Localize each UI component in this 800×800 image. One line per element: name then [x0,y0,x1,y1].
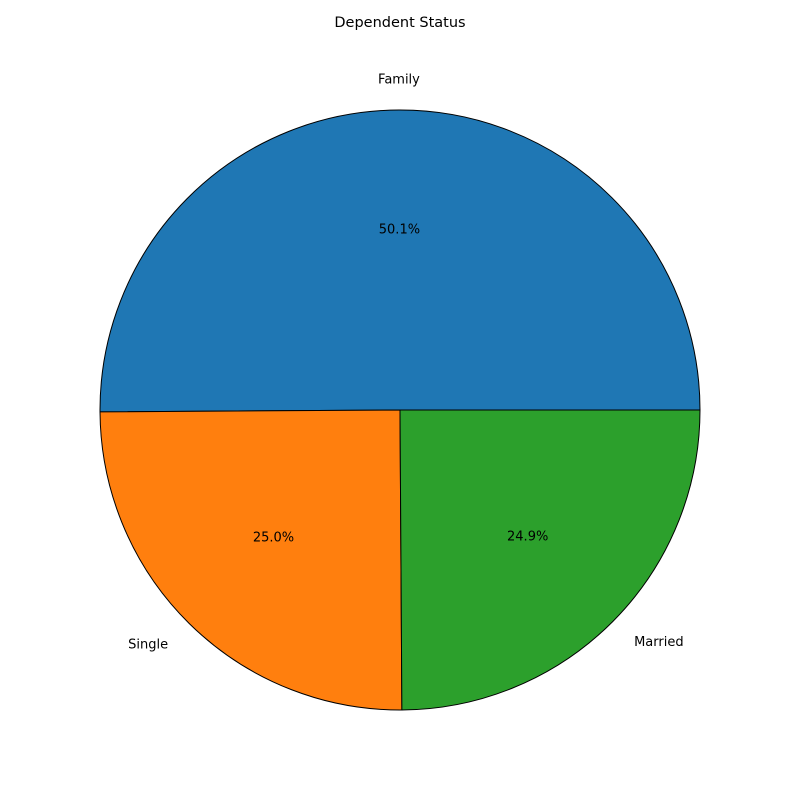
pie-slice-married [399,409,701,711]
pie-slices [99,109,701,711]
slice-label-married: Married [634,635,684,650]
pie-slice-single [99,409,403,711]
slice-percent-married: 24.9% [507,529,548,544]
pie-labels: Family 50.1% Single 25.0% Married 24.9% [128,73,683,653]
slice-label-family: Family [378,73,420,88]
slice-label-single: Single [128,637,168,652]
slice-percent-family: 50.1% [379,223,420,238]
slice-percent-single: 25.0% [253,531,294,546]
pie-slice-family [99,109,701,413]
chart-title: Dependent Status [334,15,465,31]
